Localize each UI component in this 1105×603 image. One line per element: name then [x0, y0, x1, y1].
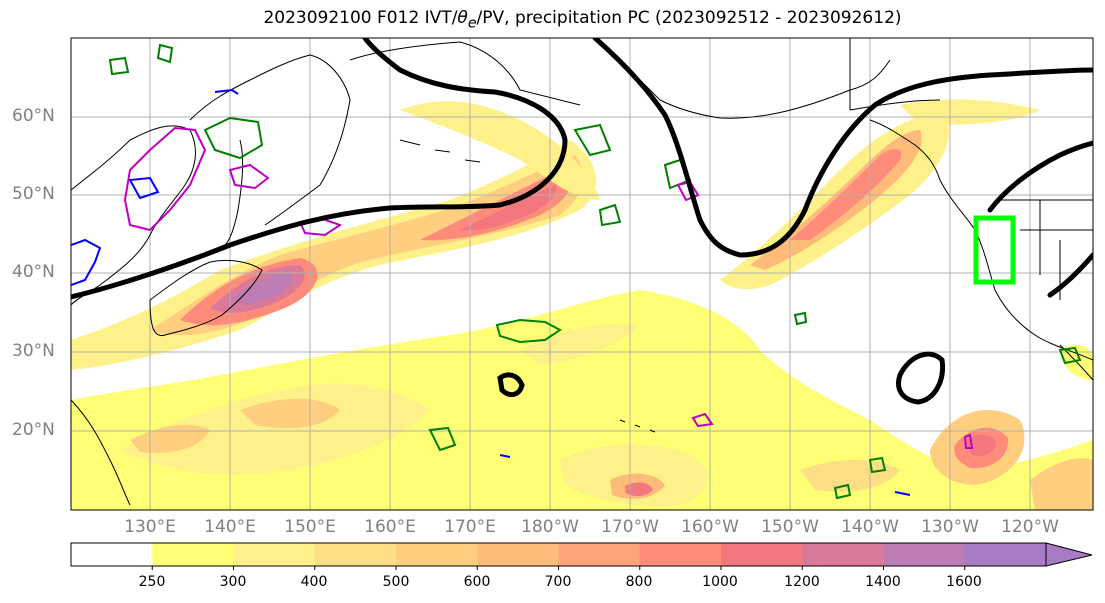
jet-contours	[71, 38, 1093, 405]
colorbar-cell	[477, 543, 559, 566]
lat-label-20n: 20°N	[12, 420, 55, 440]
colorbar-tick-label: 800	[625, 574, 653, 590]
pv-contours-magenta	[123, 126, 974, 449]
lon-label-150e: 150°E	[284, 517, 336, 537]
pv-contours-blue	[71, 88, 911, 496]
colorbar-tick-label: 250	[138, 574, 166, 590]
lon-label-120w: 120°W	[1001, 517, 1059, 537]
colorbar-cell	[802, 543, 884, 566]
colorbar-tick-label: 1200	[784, 574, 820, 590]
colorbar-cell	[639, 543, 722, 566]
lon-label-160w: 160°W	[681, 517, 739, 537]
theta-symbol: θe	[457, 8, 477, 32]
colorbar-cell	[396, 543, 478, 566]
colorbar-tick-label: 1400	[865, 574, 901, 590]
colorbar-cell	[233, 543, 316, 566]
theta-subscript: e	[467, 15, 477, 32]
figure-title: 2023092100 F012 IVT/θe/PV, precipitation…	[263, 8, 902, 32]
lon-label-150w: 150°W	[761, 517, 819, 537]
lon-label-180w: 180°W	[521, 517, 579, 537]
colorbar-cell	[883, 543, 966, 566]
lat-label-40n: 40°N	[12, 262, 55, 282]
lon-label-130w: 130°W	[921, 517, 979, 537]
graticule	[71, 38, 1093, 510]
colorbar-cell	[964, 543, 1047, 566]
colorbar-tick-label: 600	[463, 574, 491, 590]
colorbar-cell	[721, 543, 803, 566]
colorbar-cell	[71, 543, 153, 566]
lon-label-140w: 140°W	[841, 517, 899, 537]
colorbar-tick-label: 400	[300, 574, 328, 590]
lon-label-140e: 140°E	[204, 517, 256, 537]
coastlines	[71, 38, 1093, 506]
colorbar-cell	[152, 543, 234, 566]
map-frame	[70, 37, 1094, 511]
lat-label-60n: 60°N	[12, 106, 55, 126]
colorbar-cell	[314, 543, 397, 566]
colorbar-tick-label: 700	[544, 574, 572, 590]
lon-label-170e: 170°E	[444, 517, 496, 537]
lon-label-130e: 130°E	[124, 517, 176, 537]
colorbar-tick-label: 1600	[946, 574, 982, 590]
target-region-box	[973, 215, 1016, 285]
colorbar-tick-label: 500	[382, 574, 410, 590]
lat-label-30n: 30°N	[12, 341, 55, 361]
colorbar-extend-arrow	[1045, 542, 1093, 567]
colorbar	[70, 542, 1093, 570]
colorbar-cell	[558, 543, 641, 566]
colorbar-tick-label: 1000	[702, 574, 738, 590]
colorbar-tick-label: 300	[219, 574, 247, 590]
lon-label-170w: 170°W	[601, 517, 659, 537]
lon-label-160e: 160°E	[364, 517, 416, 537]
lat-label-50n: 50°N	[12, 184, 55, 204]
